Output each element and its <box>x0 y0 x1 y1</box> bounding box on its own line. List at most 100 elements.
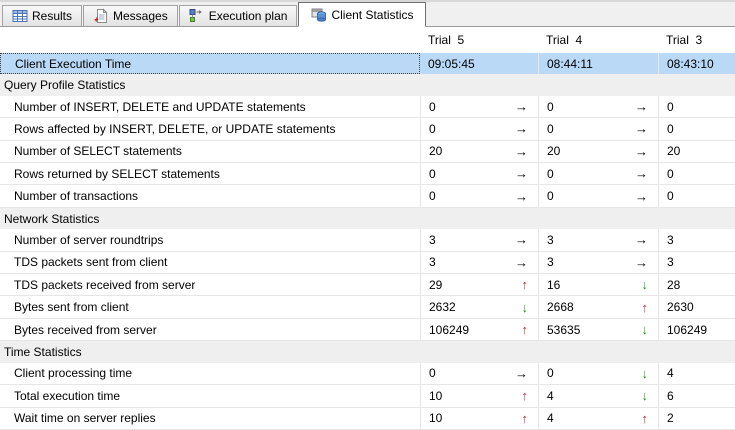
trial-value: 6 <box>667 388 674 403</box>
trial-value: 08:43:10 <box>667 56 714 71</box>
trial-value: 10 <box>429 411 443 426</box>
trial-value: 106249 <box>429 322 470 337</box>
trial-value: 3 <box>547 232 554 247</box>
stat-label: Number of server roundtrips <box>14 232 164 247</box>
tab-strip: Results Messages Execution plan Client S… <box>0 0 735 27</box>
section-row[interactable]: Time Statistics <box>0 341 735 363</box>
trial-value: 53635 <box>547 322 581 337</box>
stat-label: Client processing time <box>14 366 133 381</box>
trial-value-cell: 28 <box>658 274 735 296</box>
section-row[interactable]: Query Profile Statistics <box>0 74 735 96</box>
trend-same-icon: → <box>515 121 528 137</box>
trial-value-cell: 6 <box>658 385 735 407</box>
trend-up-icon: ↑ <box>641 410 649 426</box>
trial-value: 29 <box>429 277 443 292</box>
stat-row[interactable]: Number of server roundtrips 3 → 3 → 3 <box>0 229 735 252</box>
tab-label: Execution plan <box>208 9 288 23</box>
trial-value-cell: 106249 <box>658 318 735 341</box>
trial-value-cell: 2630 <box>658 296 735 318</box>
stat-label: Number of transactions <box>14 189 139 204</box>
stat-label: Rows affected by INSERT, DELETE, or UPDA… <box>14 121 336 136</box>
trial-value-cell: 0 <box>658 163 735 185</box>
trend-same-icon: → <box>635 99 648 115</box>
trial-value-cell: 0 → <box>538 118 658 140</box>
trend-up-icon: ↑ <box>521 410 529 426</box>
trend-down-icon: ↓ <box>521 299 529 315</box>
section-row[interactable]: Network Statistics <box>0 207 735 230</box>
stat-label: Total execution time <box>14 388 121 403</box>
trend-same-icon: → <box>515 99 528 115</box>
trial-value-cell: 3 → <box>420 229 538 251</box>
trial-value-cell: 3 → <box>538 229 658 251</box>
stat-row[interactable]: Wait time on server replies 10 ↑ 4 ↑ 2 <box>0 407 735 430</box>
grid-header-row: Trial 5 Trial 4 Trial 3 <box>0 27 735 53</box>
trial-value-cell: 08:44:11 <box>538 53 658 75</box>
trial-value-cell: 0 ↓ <box>538 362 658 385</box>
trial-value-cell: 0 <box>658 95 735 118</box>
trial-value-cell: 2632 ↓ <box>420 296 538 318</box>
tab-label: Messages <box>113 9 168 23</box>
trend-same-icon: → <box>515 143 528 159</box>
trend-same-icon: → <box>635 254 648 270</box>
messages-icon <box>93 8 109 24</box>
trial-value-cell: 20 <box>658 140 735 163</box>
trial-value: 106249 <box>667 322 708 337</box>
trial-value: 0 <box>547 99 554 114</box>
trial-value: 2668 <box>547 300 574 315</box>
trial-value: 3 <box>667 232 674 247</box>
column-header-trial-3: Trial 3 <box>666 33 703 47</box>
trial-value: 16 <box>547 277 561 292</box>
trend-down-icon: ↓ <box>641 365 649 381</box>
stat-row[interactable]: TDS packets received from server 29 ↑ 16 ↓ 28 <box>0 274 735 297</box>
trial-value-cell: 53635 ↓ <box>538 318 658 341</box>
trial-value-cell: 3 → <box>420 251 538 274</box>
trend-down-icon: ↓ <box>641 277 649 293</box>
stat-row[interactable]: Rows returned by SELECT statements 0 → 0 → 0 <box>0 163 735 186</box>
trial-value-cell: 3 <box>658 251 735 274</box>
results-grid-icon <box>12 8 28 24</box>
stat-row[interactable]: Client processing time 0 → 0 ↓ 4 <box>0 362 735 386</box>
stat-row[interactable]: Bytes received from server 106249 ↑ 53635 ↓ 1… <box>0 318 735 342</box>
trial-value: 0 <box>547 166 554 181</box>
stat-row[interactable]: Bytes sent from client 2632 ↓ 2668 ↑ 2630 <box>0 296 735 319</box>
tab-messages[interactable]: Messages <box>83 5 178 26</box>
column-header-trial-4: Trial 4 <box>546 33 583 47</box>
stat-row[interactable]: Rows affected by INSERT, DELETE, or UPDA… <box>0 118 735 141</box>
trend-up-icon: ↑ <box>641 299 649 315</box>
stat-row[interactable]: Number of SELECT statements 20 → 20 → 20 <box>0 140 735 164</box>
stats-grid-body: Client Execution Time 09:05:45 08:44:11 08:… <box>0 53 735 430</box>
trial-value: 0 <box>429 166 436 181</box>
stat-row[interactable]: TDS packets sent from client 3 → 3 → 3 <box>0 251 735 275</box>
trial-value: 10 <box>429 388 443 403</box>
trial-value: 20 <box>547 144 561 159</box>
stat-row[interactable]: Number of transactions 0 → 0 → 0 <box>0 185 735 208</box>
section-label: Query Profile Statistics <box>4 78 126 93</box>
trial-value: 0 <box>667 121 674 136</box>
stat-label: Client Execution Time <box>0 53 420 75</box>
stat-row[interactable]: Total execution time 10 ↑ 4 ↓ 6 <box>0 385 735 408</box>
trial-value-cell: 0 → <box>538 185 658 207</box>
trial-value: 4 <box>547 388 554 403</box>
selected-stat-row[interactable]: Client Execution Time 09:05:45 08:44:11 08:… <box>0 53 735 75</box>
section-label: Network Statistics <box>4 211 100 226</box>
trial-value-cell: 20 → <box>420 140 538 163</box>
tab-results[interactable]: Results <box>2 5 83 26</box>
trial-value-cell: 0 → <box>420 163 538 185</box>
trial-value: 0 <box>429 366 436 381</box>
trial-value-cell: 4 ↓ <box>538 385 658 407</box>
trial-value: 2630 <box>667 300 694 315</box>
client-statistics-icon <box>311 7 327 23</box>
trial-value: 3 <box>429 255 436 270</box>
tab-client-statistics[interactable]: Client Statistics <box>298 2 427 27</box>
trial-value-cell: 16 ↓ <box>538 274 658 296</box>
trial-value-cell: 3 → <box>538 251 658 274</box>
stat-row[interactable]: Number of INSERT, DELETE and UPDATE stat… <box>0 95 735 119</box>
trend-same-icon: → <box>515 188 528 204</box>
trial-value-cell: 0 → <box>538 95 658 118</box>
tab-execution-plan[interactable]: Execution plan <box>178 5 298 26</box>
trial-value-cell: 0 → <box>538 163 658 185</box>
trend-down-icon: ↓ <box>641 322 649 338</box>
trial-value-cell: 08:43:10 <box>658 53 735 75</box>
trial-value: 2632 <box>429 300 456 315</box>
trial-value: 28 <box>667 277 681 292</box>
